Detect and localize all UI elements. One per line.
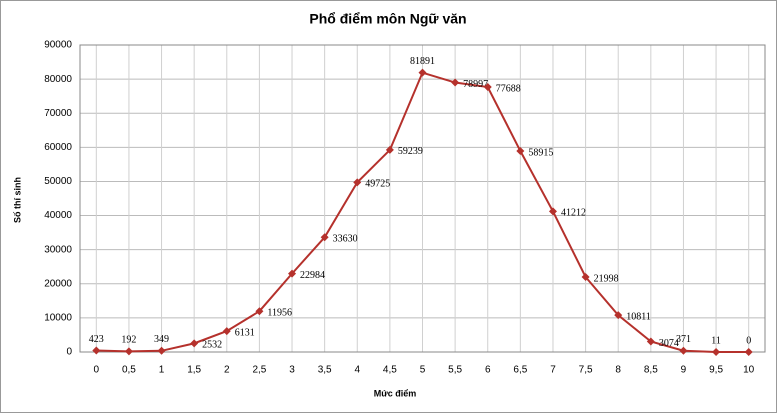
x-tick-label: 5,5 (448, 365, 462, 376)
x-tick-label: 4 (354, 365, 360, 376)
data-point (516, 147, 525, 156)
x-tick-label: 4,5 (383, 365, 397, 376)
x-tick-label: 10 (743, 365, 755, 376)
data-label: 11956 (267, 308, 292, 319)
x-tick-label: 3,5 (318, 365, 332, 376)
data-point (92, 346, 101, 355)
x-tick-label: 0 (94, 365, 100, 376)
data-point (483, 82, 492, 91)
y-tick-label: 90000 (44, 40, 72, 51)
x-tick-label: 0,5 (122, 365, 136, 376)
data-point (320, 233, 329, 242)
x-tick-label: 2,5 (252, 365, 266, 376)
chart-title: Phổ điểm môn Ngữ văn (309, 11, 466, 27)
data-point (288, 269, 297, 278)
x-tick-label: 1 (159, 365, 165, 376)
y-tick-label: 80000 (44, 74, 72, 85)
y-tick-label: 10000 (44, 313, 72, 324)
data-label: 6131 (235, 327, 255, 338)
y-tick-label: 0 (66, 347, 72, 358)
data-label: 77688 (496, 83, 521, 94)
data-point (614, 311, 623, 320)
x-tick-label: 5 (420, 365, 426, 376)
x-axis-label: Mức điểm (374, 388, 417, 398)
data-label: 10811 (626, 311, 651, 322)
data-point (157, 346, 166, 355)
x-tick-label: 8,5 (644, 365, 658, 376)
data-point (451, 78, 460, 87)
data-label: 81891 (410, 56, 435, 67)
data-label: 0 (746, 335, 751, 346)
data-point (255, 307, 264, 316)
y-tick-label: 40000 (44, 210, 72, 221)
plot-area (79, 44, 766, 353)
data-label: 192 (121, 335, 136, 346)
data-point (679, 346, 688, 355)
data-label: 21998 (594, 273, 619, 284)
data-point (712, 347, 721, 356)
y-tick-label: 60000 (44, 142, 72, 153)
x-tick-label: 3 (289, 365, 295, 376)
data-label: 3074 (659, 338, 679, 349)
data-point (744, 348, 753, 356)
y-tick-label: 50000 (44, 176, 72, 187)
data-point (190, 339, 199, 348)
data-label: 11 (711, 335, 721, 346)
data-label: 58915 (528, 147, 553, 158)
x-tick-label: 1,5 (187, 365, 201, 376)
data-label: 423 (89, 334, 104, 345)
data-point (581, 272, 590, 281)
y-axis-label: Số thí sinh (12, 177, 22, 223)
data-label: 2532 (202, 340, 222, 351)
data-label: 22984 (300, 270, 325, 281)
y-tick-label: 70000 (44, 108, 72, 119)
data-point (353, 178, 362, 187)
data-point (646, 337, 655, 346)
y-tick-label: 30000 (44, 244, 72, 255)
x-tick-label: 8 (615, 365, 621, 376)
x-tick-label: 9,5 (709, 365, 723, 376)
data-point (124, 347, 133, 356)
data-point (222, 327, 231, 336)
x-tick-label: 7,5 (579, 365, 593, 376)
data-label: 371 (676, 334, 691, 345)
y-tick-label: 20000 (44, 278, 72, 289)
data-point (418, 68, 427, 77)
data-label: 33630 (333, 234, 358, 245)
x-tick-label: 7 (550, 365, 556, 376)
x-tick-label: 9 (681, 365, 687, 376)
data-label: 41212 (561, 208, 586, 219)
x-tick-label: 6 (485, 365, 491, 376)
data-label: 349 (154, 334, 169, 345)
data-point (385, 145, 394, 154)
x-tick-label: 6,5 (513, 365, 527, 376)
data-point (548, 207, 557, 216)
data-label: 59239 (398, 146, 423, 157)
x-tick-label: 2 (224, 365, 230, 376)
data-label: 78997 (463, 79, 488, 90)
data-label: 49725 (365, 179, 390, 190)
